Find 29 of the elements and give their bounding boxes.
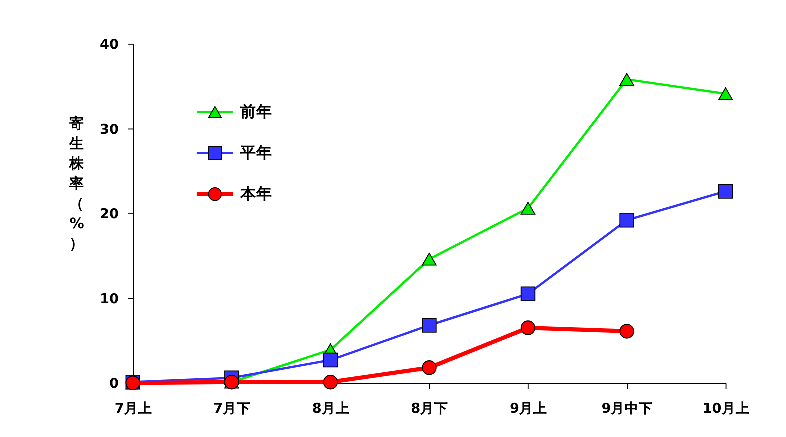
point (620, 324, 634, 339)
x-tick-label: 7月下 (214, 400, 252, 417)
x-tick-label: 8月下 (411, 400, 449, 417)
y-tick-label: 0 (109, 376, 119, 392)
point (422, 318, 437, 333)
point (323, 374, 338, 390)
point (323, 352, 338, 368)
y-tick-label: 40 (100, 36, 119, 53)
x-tick-label: 10月上 (702, 400, 750, 417)
x-tick-label: 8月上 (312, 400, 350, 417)
legend-label: 平年 (240, 144, 273, 162)
y-tick-label: 30 (100, 122, 119, 138)
x-tick-label: 9月中下 (602, 400, 654, 417)
point (620, 73, 634, 86)
x-tick-label: 9月上 (510, 400, 548, 417)
legend-label: 前年 (240, 102, 273, 121)
legend-label: 本年 (240, 184, 273, 203)
point (422, 360, 437, 376)
y-tick-label: 10 (100, 291, 119, 308)
point (620, 212, 634, 228)
point (520, 202, 536, 215)
point (422, 252, 437, 266)
y-tick-label: 20 (100, 206, 119, 223)
point (520, 286, 536, 302)
point (718, 184, 734, 199)
point (718, 88, 734, 100)
x-tick-label: 7月上 (114, 400, 152, 417)
point (520, 320, 536, 336)
y-axis-title: 寄生株率（%） (68, 114, 86, 253)
